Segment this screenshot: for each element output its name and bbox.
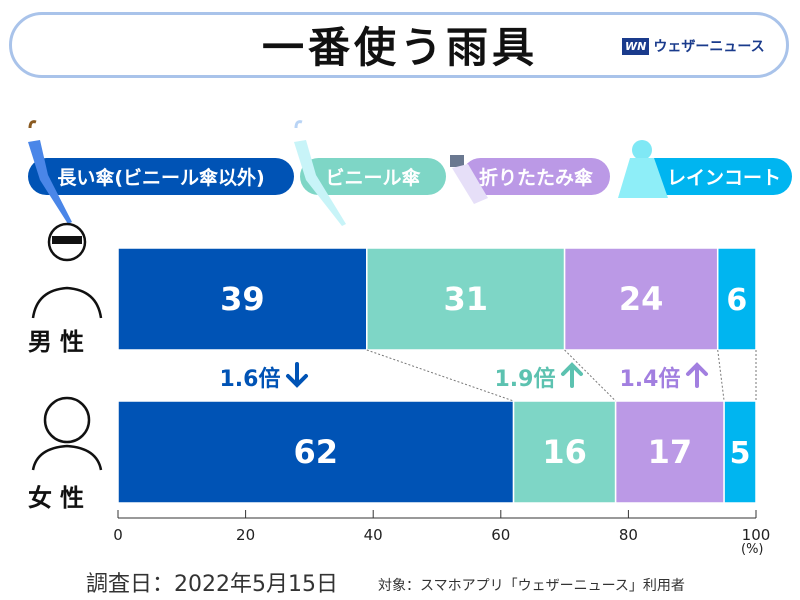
category-label-female: 女性 [28,484,92,512]
umbrella-icon [28,120,72,224]
bar-segment [366,247,566,351]
legend-folding-umbrella: 折りたたみ傘 [462,158,610,195]
logo: WN ウェザーニュース [622,36,765,56]
connector-line [366,349,514,402]
male-icon [31,222,103,319]
raincoat-icon [618,140,668,198]
page-title: 一番使う雨具 [261,23,538,72]
arrow-down-icon [286,362,308,388]
connector-line [717,349,725,402]
bar-segment [117,247,368,351]
arrow-up-icon [561,362,583,388]
survey-target: 対象：スマホアプリ「ウェザーニュース」利用者 [378,578,685,594]
folding-umbrella-icon [450,155,488,204]
data-label: 62 [294,433,339,471]
female-icon [31,396,103,471]
logo-mark: WN [622,37,650,55]
ratio-annotation: 1.6倍 [220,366,281,392]
logo-text: ウェザーニュース [653,39,765,55]
survey-date: 調査日：2022年5月15日 [86,572,338,597]
ratio-annotation: 1.9倍 [495,366,556,392]
x-tick-label: 100 [742,526,771,544]
bar-segment [563,247,719,351]
bar-segment [614,400,725,504]
data-label: 16 [542,433,587,471]
bar-segment [716,247,757,351]
data-label: 39 [220,280,265,318]
vinyl-umbrella-icon [294,120,346,226]
x-tick-label: 20 [236,526,255,544]
ratio-annotation: 1.4倍 [620,366,681,392]
data-label: 6 [726,283,747,318]
data-label: 17 [648,433,693,471]
connector-line [564,349,616,402]
bar-segment [723,400,757,504]
legend-long-umbrella: 長い傘(ビニール傘以外) [28,158,294,195]
data-label: 24 [619,280,664,318]
x-tick-label: 40 [364,526,383,544]
arrow-up-icon [686,362,708,388]
category-label-male: 男性 [28,328,92,356]
x-tick-label: 60 [491,526,510,544]
bar-segment [117,400,515,504]
data-label: 5 [730,436,751,471]
x-tick-label: 80 [619,526,638,544]
bar-segment [512,400,617,504]
x-axis-unit: (%) [741,542,764,557]
title-frame [9,12,789,78]
x-tick-label: 0 [113,526,123,544]
data-label: 31 [443,280,488,318]
